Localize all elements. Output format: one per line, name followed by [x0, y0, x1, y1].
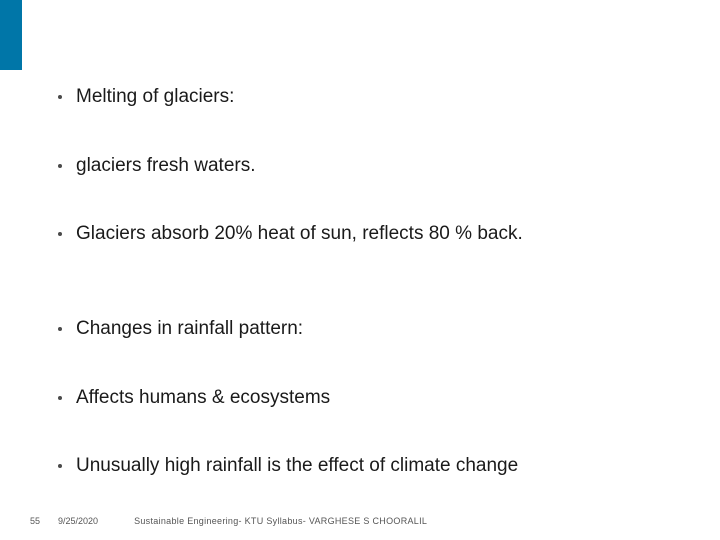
- bullet-dot-icon: [58, 396, 62, 400]
- bullet-dot-icon: [58, 95, 62, 99]
- bullet-text: Affects humans & ecosystems: [76, 386, 330, 411]
- bullet-dot-icon: [58, 232, 62, 236]
- bullet-text: Melting of glaciers:: [76, 85, 234, 110]
- bullet-item: Affects humans & ecosystems: [58, 386, 680, 411]
- bullet-text: glaciers fresh waters.: [76, 154, 256, 179]
- footer-date: 9/25/2020: [58, 516, 98, 526]
- bullet-dot-icon: [58, 327, 62, 331]
- bullet-item: glaciers fresh waters.: [58, 154, 680, 179]
- bullet-item: Melting of glaciers:: [58, 85, 680, 110]
- slide-content: Melting of glaciers: glaciers fresh water…: [58, 85, 680, 523]
- footer-text: Sustainable Engineering- KTU Syllabus- V…: [134, 516, 427, 526]
- bullet-item: Glaciers absorb 20% heat of sun, reflect…: [58, 222, 680, 247]
- bullet-item: Changes in rainfall pattern:: [58, 317, 680, 342]
- page-number: 55: [30, 516, 40, 526]
- accent-bar: [0, 0, 22, 70]
- bullet-item: Unusually high rainfall is the effect of…: [58, 454, 680, 479]
- bullet-text: Glaciers absorb 20% heat of sun, reflect…: [76, 222, 523, 247]
- bullet-dot-icon: [58, 464, 62, 468]
- bullet-text: Changes in rainfall pattern:: [76, 317, 303, 342]
- bullet-dot-icon: [58, 164, 62, 168]
- bullet-text: Unusually high rainfall is the effect of…: [76, 454, 518, 479]
- slide-footer: 55 9/25/2020 Sustainable Engineering- KT…: [30, 516, 690, 526]
